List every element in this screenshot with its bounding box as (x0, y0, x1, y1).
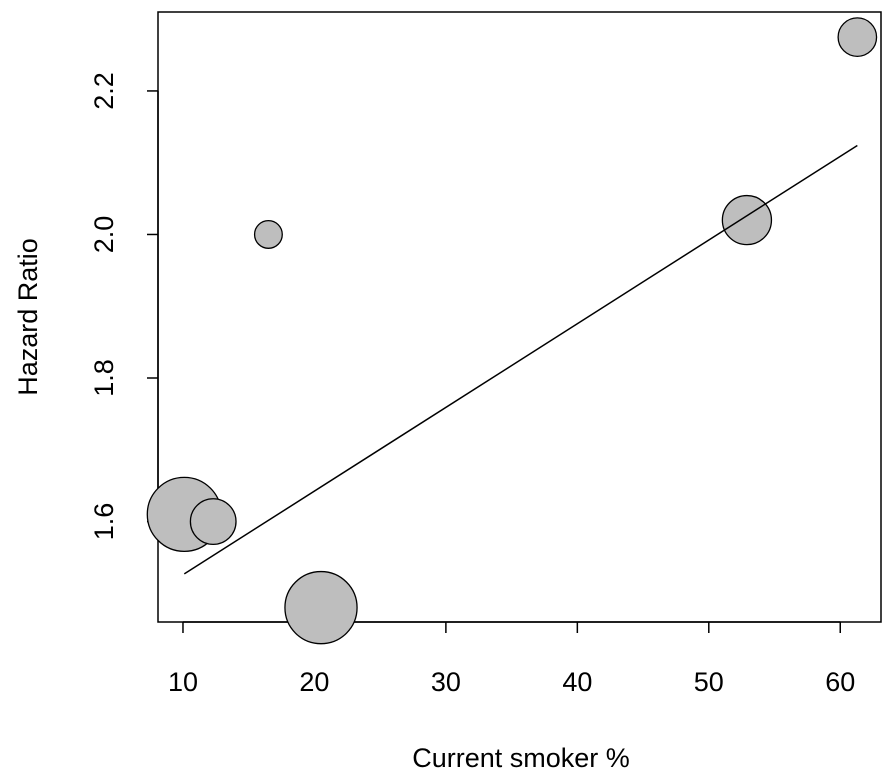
data-point (253, 219, 283, 249)
x-axis: 10 20 30 40 50 60 (168, 621, 855, 697)
regression-line-group (183, 144, 858, 575)
data-point (189, 498, 237, 545)
plot-frame (157, 11, 882, 623)
bubble-points (146, 17, 878, 645)
y-tick-label: 1.6 (89, 503, 119, 541)
x-tick-label: 50 (694, 667, 724, 697)
x-tick-label: 40 (562, 667, 592, 697)
y-axis: 1.6 1.8 2.0 2.2 (89, 72, 159, 541)
x-tick-label: 10 (168, 667, 198, 697)
data-point (721, 194, 773, 246)
data-point (284, 570, 358, 645)
y-tick-label: 2.0 (89, 216, 119, 254)
y-tick-label: 2.2 (89, 72, 119, 110)
x-tick-label: 60 (825, 667, 855, 697)
x-tick-label: 30 (431, 667, 461, 697)
data-point (837, 17, 878, 57)
regression-line (183, 144, 858, 575)
x-tick-label: 20 (299, 667, 329, 697)
x-axis-title: Current smoker % (412, 743, 630, 773)
y-tick-label: 1.8 (89, 359, 119, 397)
y-axis-title: Hazard Ratio (13, 238, 43, 396)
